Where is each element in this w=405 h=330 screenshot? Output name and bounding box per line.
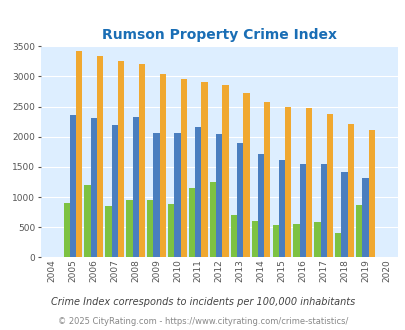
Text: Crime Index corresponds to incidents per 100,000 inhabitants: Crime Index corresponds to incidents per… — [51, 297, 354, 307]
Bar — [201, 82, 207, 257]
Bar — [117, 61, 124, 257]
Bar — [91, 118, 97, 257]
Bar — [139, 64, 145, 257]
Bar — [368, 130, 374, 257]
Bar — [195, 127, 201, 257]
Bar — [362, 178, 368, 257]
Bar — [147, 200, 153, 257]
Bar — [278, 160, 284, 257]
Bar — [313, 222, 320, 257]
Bar — [305, 108, 311, 257]
Title: Rumson Property Crime Index: Rumson Property Crime Index — [102, 28, 336, 42]
Bar — [326, 114, 332, 257]
Bar — [264, 102, 270, 257]
Bar — [257, 153, 264, 257]
Bar — [347, 124, 353, 257]
Text: © 2025 CityRating.com - https://www.cityrating.com/crime-statistics/: © 2025 CityRating.com - https://www.city… — [58, 317, 347, 326]
Bar — [132, 117, 139, 257]
Bar — [188, 188, 195, 257]
Bar — [84, 185, 91, 257]
Bar — [180, 80, 186, 257]
Bar — [237, 143, 243, 257]
Bar — [209, 182, 215, 257]
Bar — [126, 200, 132, 257]
Bar — [97, 56, 103, 257]
Bar — [355, 205, 362, 257]
Bar — [284, 107, 291, 257]
Bar — [243, 93, 249, 257]
Bar — [320, 164, 326, 257]
Bar — [76, 51, 82, 257]
Bar — [335, 233, 341, 257]
Bar — [105, 206, 111, 257]
Bar — [70, 115, 76, 257]
Bar — [64, 203, 70, 257]
Bar — [111, 125, 117, 257]
Bar — [293, 224, 299, 257]
Bar — [159, 74, 166, 257]
Bar — [222, 85, 228, 257]
Bar — [230, 215, 237, 257]
Bar — [174, 133, 180, 257]
Bar — [153, 133, 159, 257]
Bar — [272, 225, 278, 257]
Bar — [168, 204, 174, 257]
Bar — [341, 172, 347, 257]
Bar — [215, 134, 222, 257]
Bar — [299, 164, 305, 257]
Bar — [251, 220, 257, 257]
